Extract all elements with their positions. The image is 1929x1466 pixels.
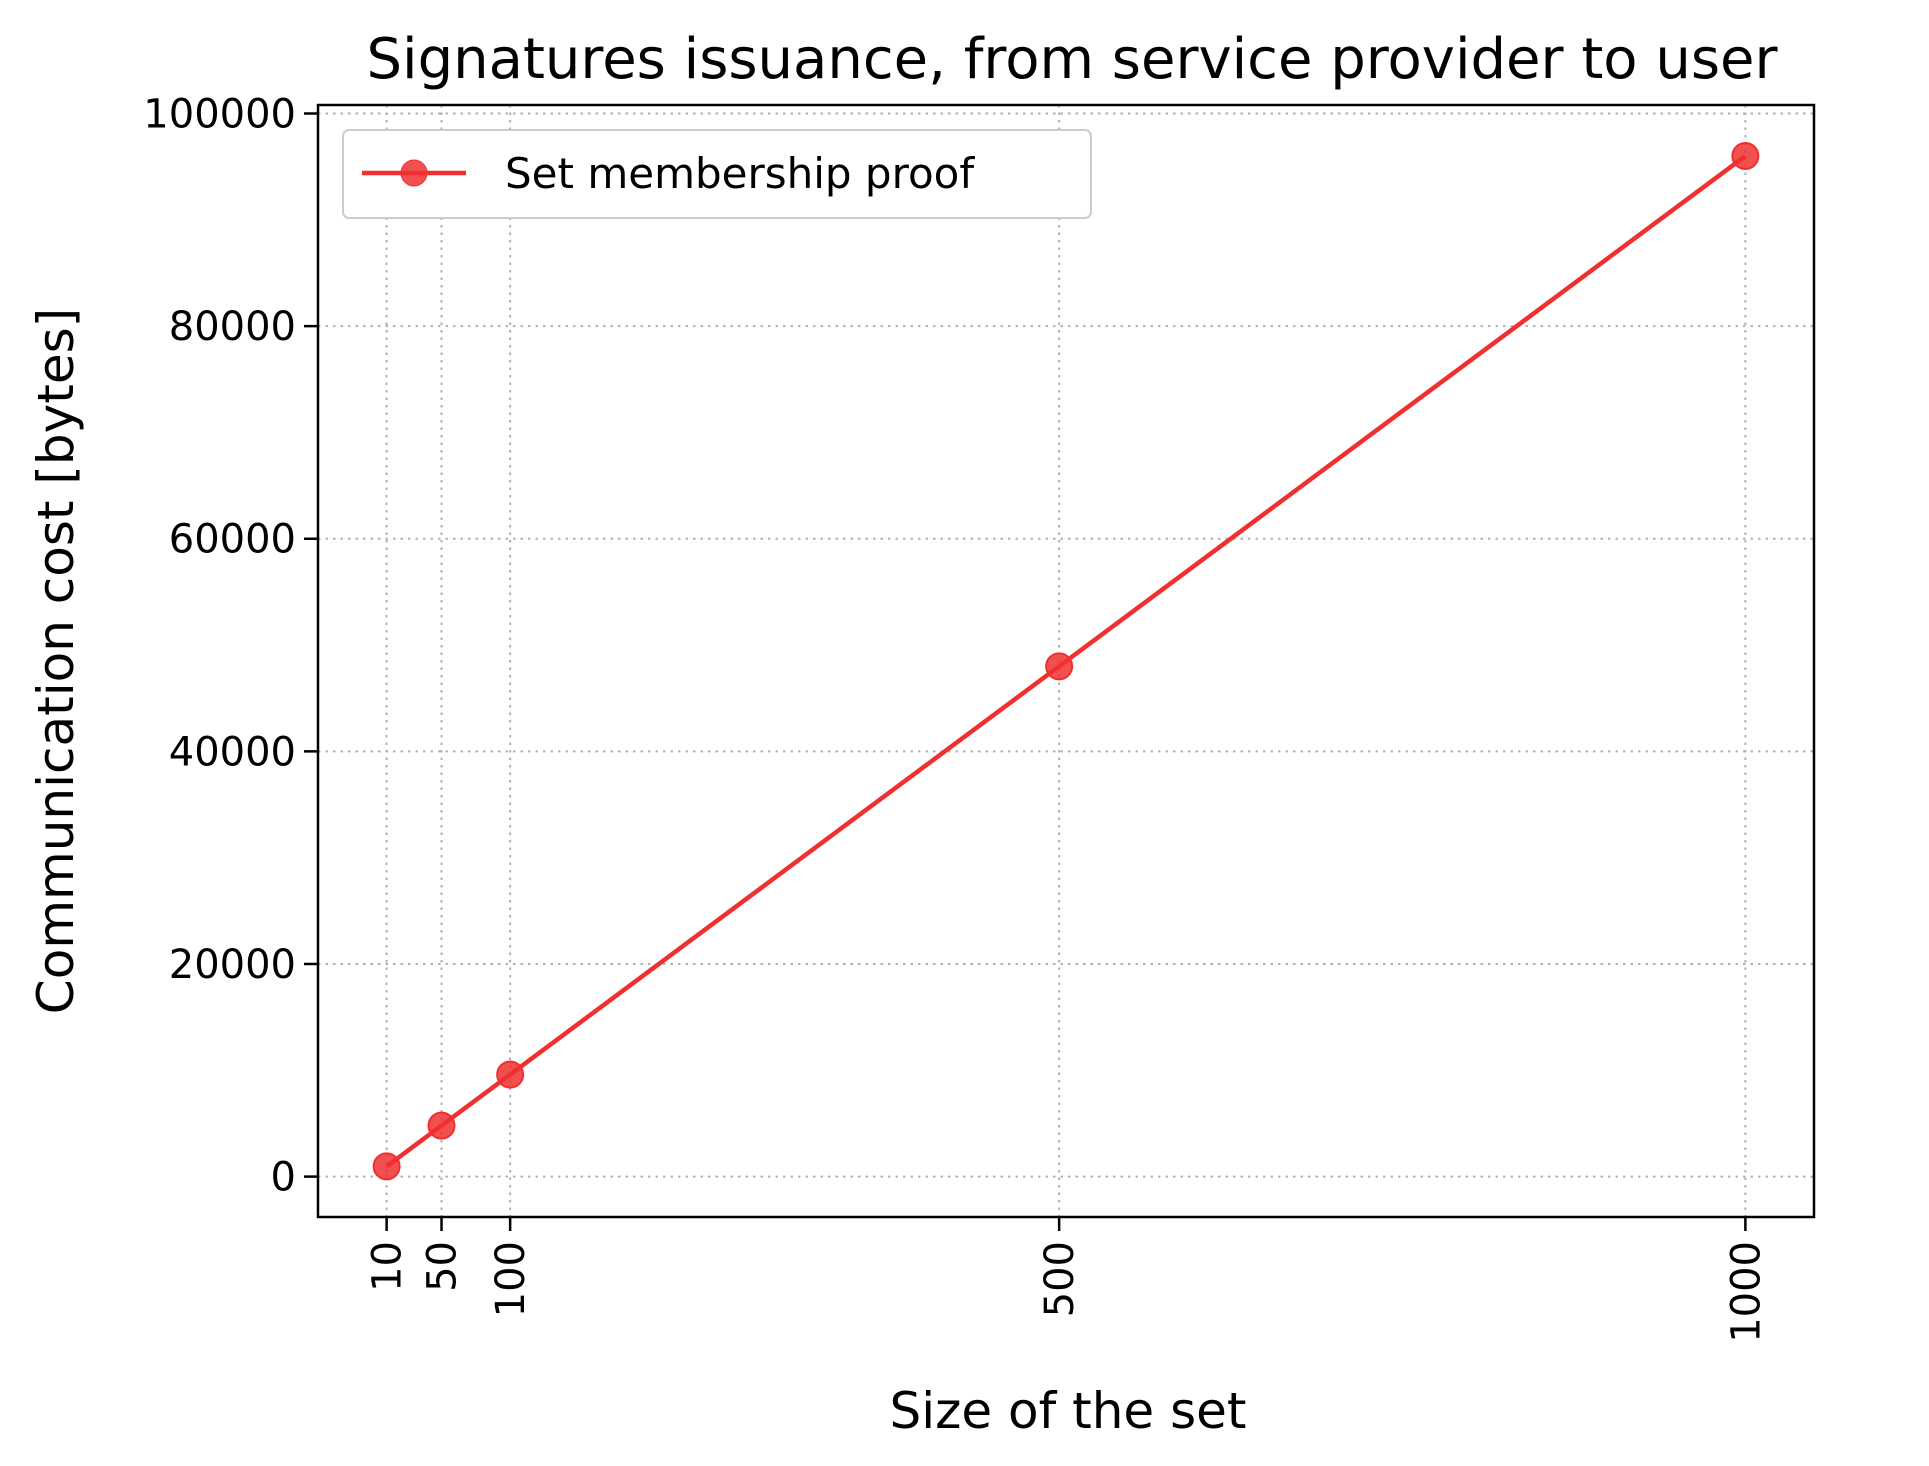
x-tick-label: 1000 xyxy=(1723,1241,1769,1343)
x-tick-label: 10 xyxy=(365,1241,411,1292)
legend: Set membership proof xyxy=(342,129,1092,219)
y-tick-label: 100000 xyxy=(143,92,296,138)
x-tick-label: 50 xyxy=(420,1241,466,1292)
series-layer xyxy=(372,142,1760,1181)
legend-marker-sample xyxy=(400,159,428,187)
y-tick-label: 80000 xyxy=(169,304,296,350)
data-point xyxy=(1045,652,1074,681)
x-axis-ticks: 10 50 100 500 1000 xyxy=(365,1217,1769,1343)
y-tick-label: 20000 xyxy=(169,942,296,988)
data-point xyxy=(496,1060,525,1089)
y-tick-label: 60000 xyxy=(169,517,296,563)
y-axis-label: Communication cost [bytes] xyxy=(27,308,85,1014)
data-point xyxy=(427,1111,456,1140)
legend-label: Set membership proof xyxy=(505,149,975,198)
chart-title: Signatures issuance, from service provid… xyxy=(367,27,1779,92)
plot-area-frame xyxy=(316,103,1816,1219)
y-axis-ticks: 0 20000 40000 60000 80000 100000 xyxy=(143,92,318,1201)
x-tick-label: 100 xyxy=(488,1241,534,1317)
y-tick-label: 40000 xyxy=(169,729,296,775)
x-tick-label: 500 xyxy=(1037,1241,1083,1317)
data-point xyxy=(1731,142,1760,171)
x-axis-label: Size of the set xyxy=(890,1382,1247,1440)
data-point xyxy=(372,1152,401,1181)
legend-box xyxy=(342,129,1092,219)
y-tick-label: 0 xyxy=(271,1155,296,1201)
